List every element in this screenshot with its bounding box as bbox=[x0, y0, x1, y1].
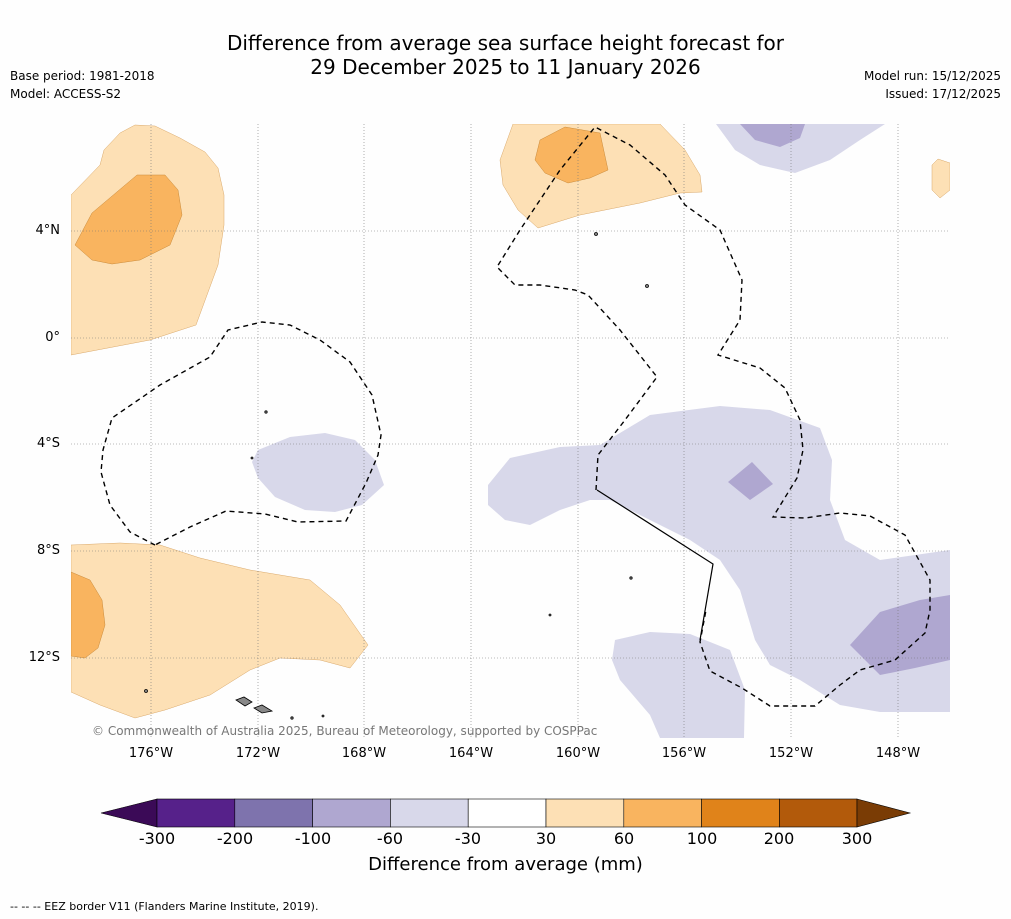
colorbar-title: Difference from average (mm) bbox=[368, 854, 643, 875]
anomaly-region-ne-islet bbox=[931, 158, 950, 199]
lon-label: 176°W bbox=[128, 746, 174, 761]
base-period: Base period: 1981-2018 bbox=[10, 69, 155, 83]
anomaly-region-sw bbox=[71, 542, 369, 719]
map-fields bbox=[71, 124, 950, 738]
lon-label: 168°W bbox=[341, 746, 387, 761]
island bbox=[645, 284, 649, 288]
eez-borders bbox=[100, 126, 931, 707]
colorbar-swatch bbox=[545, 798, 625, 828]
lon-label: 148°W bbox=[875, 746, 921, 761]
colorbar-tick: -100 bbox=[294, 829, 332, 848]
lon-label: 172°W bbox=[235, 746, 281, 761]
anomaly-region-n-east-core bbox=[740, 124, 805, 147]
lon-label: 164°W bbox=[448, 746, 494, 761]
colorbar-swatch bbox=[390, 798, 469, 828]
colorbar-swatch bbox=[779, 798, 858, 828]
eez-border-central bbox=[496, 126, 931, 707]
colorbar-tick: 30 bbox=[535, 829, 557, 848]
colorbar-tick: -300 bbox=[138, 829, 176, 848]
colorbar-swatch bbox=[701, 798, 780, 828]
island bbox=[321, 714, 325, 718]
map-title: Difference from average sea surface heig… bbox=[0, 31, 1011, 79]
colorbar bbox=[100, 798, 912, 828]
lon-label: 156°W bbox=[661, 746, 707, 761]
anomaly-region-w-central bbox=[252, 433, 384, 512]
lon-label: 160°W bbox=[555, 746, 601, 761]
anomaly-region-se-core bbox=[850, 595, 950, 675]
lat-label: 4°N bbox=[35, 223, 61, 238]
colorbar-swatch bbox=[467, 798, 547, 828]
lon-label: 152°W bbox=[768, 746, 814, 761]
colorbar-swatch bbox=[156, 798, 236, 828]
anomaly-region-central-band bbox=[488, 406, 950, 712]
lat-label: 4°S bbox=[36, 436, 60, 451]
island bbox=[629, 576, 633, 580]
title-line-1: Difference from average sea surface heig… bbox=[226, 31, 785, 55]
colorbar-tick: -60 bbox=[376, 829, 404, 848]
title-line-2: 29 December 2025 to 11 January 2026 bbox=[310, 55, 701, 79]
anomaly-region-s-central bbox=[612, 632, 745, 738]
colorbar-tick: 200 bbox=[763, 829, 795, 848]
eez-legend-note: -- -- -- EEZ border V11 (Flanders Marine… bbox=[10, 900, 319, 913]
island bbox=[548, 613, 552, 617]
island bbox=[253, 704, 274, 714]
model-name: Model: ACCESS-S2 bbox=[10, 87, 122, 101]
copyright-notice: © Commonwealth of Australia 2025, Bureau… bbox=[92, 724, 598, 738]
lat-label: 0° bbox=[45, 330, 60, 345]
colorbar-tick: -30 bbox=[454, 829, 482, 848]
anomaly-region-central-core bbox=[728, 462, 773, 500]
colorbar-extend-min bbox=[100, 798, 158, 828]
colorbar-swatch bbox=[623, 798, 702, 828]
issued-date: Issued: 17/12/2025 bbox=[885, 87, 1001, 101]
colorbar-tick: 60 bbox=[613, 829, 635, 848]
island bbox=[594, 232, 598, 236]
anomaly-region-n-central-core bbox=[534, 126, 609, 184]
lat-label: 8°S bbox=[36, 543, 60, 558]
anomaly-region-nw-core bbox=[74, 174, 183, 265]
model-run: Model run: 15/12/2025 bbox=[863, 69, 1001, 83]
anomaly-region-sw-core bbox=[71, 571, 106, 659]
graticule bbox=[71, 124, 950, 738]
island bbox=[264, 410, 268, 414]
colorbar-swatch bbox=[234, 798, 313, 828]
colorbar-tick: 100 bbox=[686, 829, 718, 848]
colorbar-tick: 300 bbox=[841, 829, 873, 848]
island bbox=[250, 456, 254, 460]
colorbar-swatch bbox=[312, 798, 391, 828]
eez-border-solid bbox=[596, 489, 714, 641]
colorbar-extend-max bbox=[856, 798, 912, 828]
eez-border-west bbox=[100, 321, 382, 546]
meta-left: Base period: 1981-2018 Model: ACCESS-S2 bbox=[10, 67, 155, 103]
colorbar-tick: -200 bbox=[216, 829, 254, 848]
meta-right: Model run: 15/12/2025 Issued: 17/12/2025 bbox=[864, 67, 1001, 103]
island bbox=[144, 689, 148, 693]
island bbox=[235, 696, 253, 707]
islands bbox=[144, 232, 649, 720]
island bbox=[290, 716, 294, 720]
lat-label: 12°S bbox=[28, 650, 60, 665]
